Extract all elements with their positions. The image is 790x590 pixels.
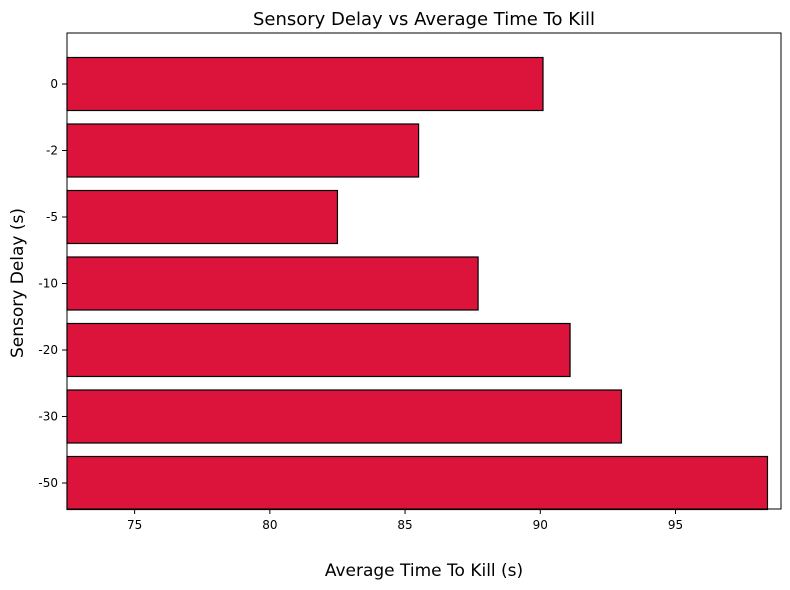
bar--20 bbox=[66, 322, 571, 378]
bar--2 bbox=[66, 123, 420, 178]
x-tick-label: 95 bbox=[668, 518, 683, 532]
y-tick-label: 0 bbox=[50, 77, 58, 91]
bar--30 bbox=[66, 389, 623, 444]
x-tick-label: 75 bbox=[127, 518, 142, 532]
x-ticks-group: 75 80 85 90 95 bbox=[127, 509, 683, 532]
bar--10 bbox=[66, 256, 479, 311]
bars-group bbox=[66, 56, 769, 511]
y-tick-label: -2 bbox=[46, 144, 58, 158]
y-ticks-group: 0 -2 -5 -10 -20 -30 -50 bbox=[38, 77, 67, 490]
bar--50 bbox=[66, 455, 769, 511]
y-tick-label: -10 bbox=[38, 277, 58, 291]
x-tick-label: 90 bbox=[533, 518, 548, 532]
y-tick-label: -30 bbox=[38, 410, 58, 424]
x-axis-label: Average Time To Kill (s) bbox=[325, 561, 523, 581]
y-tick-label: -50 bbox=[38, 476, 58, 490]
y-tick-label: -5 bbox=[46, 210, 58, 224]
bar--5 bbox=[66, 189, 339, 245]
bar-0 bbox=[66, 56, 544, 112]
x-tick-label: 85 bbox=[397, 518, 412, 532]
x-tick-label: 80 bbox=[262, 518, 277, 532]
y-axis-label: Sensory Delay (s) bbox=[8, 208, 28, 358]
plot-frame bbox=[66, 32, 782, 510]
chart-title: Sensory Delay vs Average Time To Kill bbox=[253, 9, 595, 30]
y-tick-label: -20 bbox=[38, 343, 58, 357]
